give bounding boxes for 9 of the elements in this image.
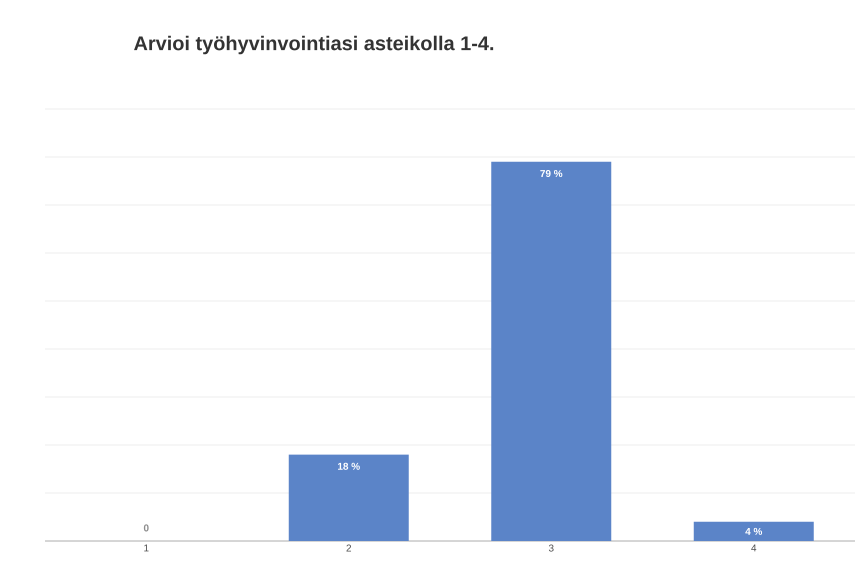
data-label: 4 %: [745, 528, 762, 535]
x-tick-label: 2: [346, 544, 352, 552]
chart-title: Arvioi työhyvinvointiasi asteikolla 1-4.: [134, 36, 494, 54]
data-label: 0: [144, 524, 149, 532]
x-tick-label: 1: [144, 544, 149, 552]
data-label: 79 %: [540, 170, 562, 178]
x-tick-label: 3: [548, 544, 554, 552]
data-label: 18 %: [338, 462, 360, 470]
x-tick-label: 4: [751, 544, 756, 552]
